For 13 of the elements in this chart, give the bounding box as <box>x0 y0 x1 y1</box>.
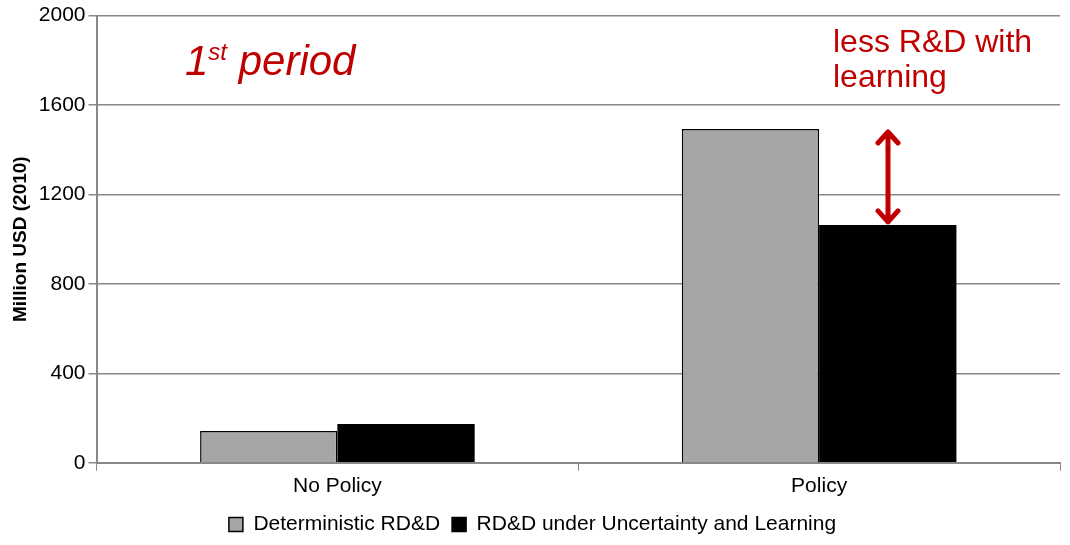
legend-label: RD&D under Uncertainty and Learning <box>476 511 837 535</box>
y-tick-label: 2000 <box>38 2 86 26</box>
y-axis-title: Million USD (2010) <box>8 156 30 323</box>
x-tick-label: Policy <box>791 473 848 497</box>
y-tick-label: 400 <box>50 360 86 384</box>
y-tick-label: 1600 <box>38 91 86 115</box>
annotation: less R&D with learning <box>833 23 1034 95</box>
y-tick-label: 0 <box>73 449 86 473</box>
y-tick-label: 800 <box>50 270 86 294</box>
text: 1$^{st}$ period <box>185 37 356 84</box>
legend-label: Deterministic RD&D <box>253 511 441 535</box>
x-tick-label: No Policy <box>293 473 383 497</box>
y-tick-label: 1200 <box>38 181 86 205</box>
